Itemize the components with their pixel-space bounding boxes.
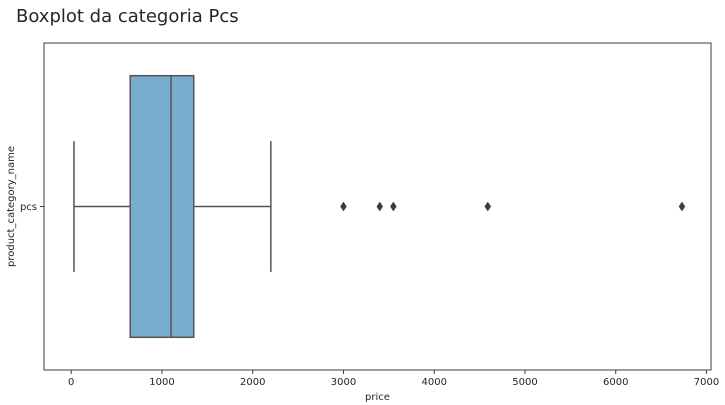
iqr-box (129, 74, 195, 339)
y-axis-label: product_category_name (6, 146, 17, 267)
y-tick-label: pcs (20, 202, 37, 213)
box-pcs (73, 74, 686, 339)
x-tick-label: 6000 (603, 377, 628, 388)
chart-title: Boxplot da categoria Pcs (16, 6, 239, 27)
x-tick-label: 1000 (149, 377, 174, 388)
x-tick-label: 5000 (512, 377, 537, 388)
x-tick-label: 7000 (694, 377, 719, 388)
outlier-point (678, 201, 686, 212)
outlier-point (390, 201, 397, 212)
x-axis: 0 1000 2000 3000 4000 5000 6000 7000 (68, 370, 719, 388)
x-tick-label: 2000 (240, 377, 265, 388)
y-axis: pcs (20, 202, 44, 213)
outlier-point (340, 201, 347, 212)
plot-area (43, 42, 712, 371)
x-tick-label: 3000 (331, 377, 356, 388)
x-axis-label: price (365, 392, 390, 403)
outlier-point (376, 201, 384, 212)
outlier-point (484, 201, 492, 212)
x-tick-label: 0 (68, 377, 74, 388)
x-tick-label: 4000 (421, 377, 446, 388)
